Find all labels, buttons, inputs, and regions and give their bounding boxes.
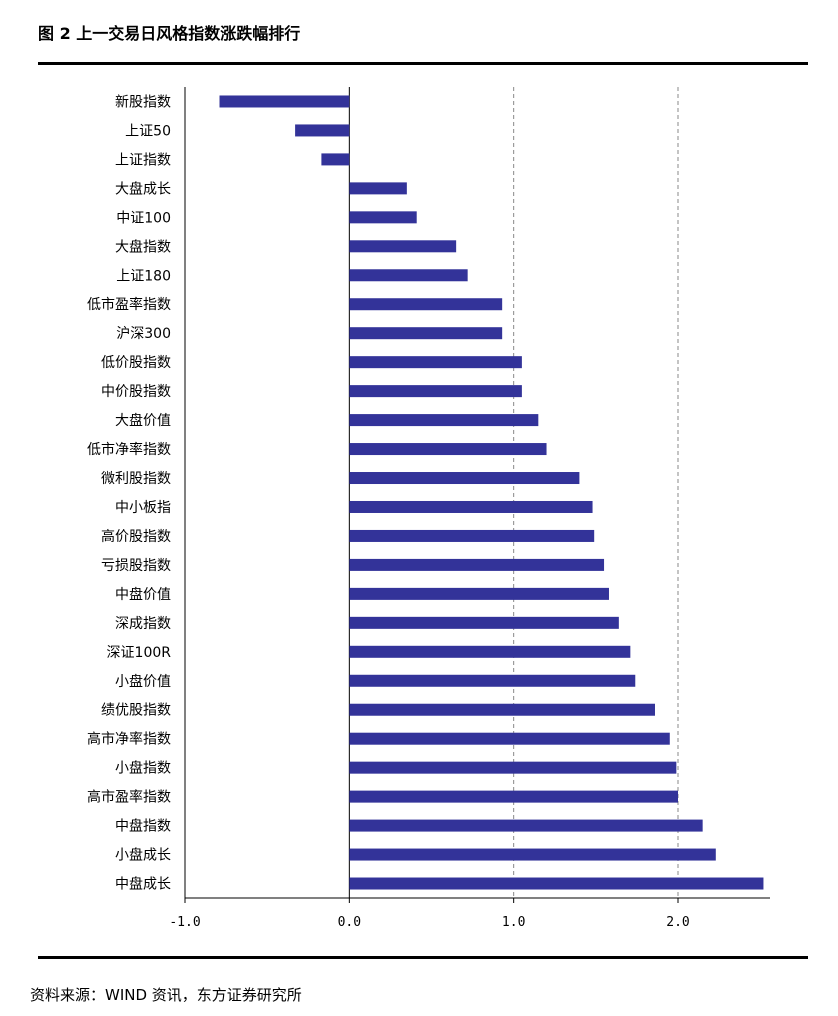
bar bbox=[349, 240, 457, 253]
category-label: 上证指数 bbox=[115, 152, 171, 168]
category-label: 中盘指数 bbox=[115, 818, 171, 835]
bar bbox=[295, 124, 350, 137]
bar bbox=[349, 558, 605, 571]
bar bbox=[349, 587, 609, 600]
bar bbox=[321, 153, 350, 166]
category-label: 低市盈率指数 bbox=[87, 296, 171, 313]
category-label: 高市净率指数 bbox=[87, 731, 171, 748]
category-label: 深成指数 bbox=[115, 616, 171, 632]
bar bbox=[349, 819, 703, 832]
category-label: 低市净率指数 bbox=[87, 441, 171, 458]
bar bbox=[349, 500, 593, 513]
bar bbox=[349, 877, 764, 890]
category-label: 大盘成长 bbox=[115, 180, 171, 197]
bar bbox=[349, 443, 547, 456]
bar bbox=[349, 645, 631, 658]
bars bbox=[219, 95, 764, 890]
bottom-rule bbox=[38, 956, 808, 959]
axes bbox=[184, 87, 770, 903]
bar bbox=[349, 269, 468, 282]
bar bbox=[349, 472, 580, 485]
figure-title: 图 2 上一交易日风格指数涨跌幅排行 bbox=[38, 24, 301, 43]
grid-lines bbox=[513, 87, 679, 898]
bar bbox=[349, 298, 503, 311]
bar bbox=[219, 95, 350, 108]
category-label: 亏损股指数 bbox=[101, 558, 171, 574]
bar bbox=[349, 674, 636, 687]
category-label: 高价股指数 bbox=[101, 528, 171, 545]
category-label: 中证100 bbox=[116, 210, 171, 226]
bar bbox=[349, 356, 522, 369]
category-label: 微利股指数 bbox=[101, 471, 171, 487]
category-label: 大盘指数 bbox=[115, 238, 171, 255]
bar bbox=[349, 385, 522, 398]
category-label: 上证50 bbox=[125, 123, 171, 139]
tick-labels: -1.0 0.0 1.0 2.0 bbox=[169, 915, 689, 930]
category-label: 中小板指 bbox=[115, 500, 171, 516]
bar bbox=[349, 414, 539, 427]
category-label: 中价股指数 bbox=[101, 384, 171, 400]
category-label: 沪深300 bbox=[116, 326, 171, 342]
bar bbox=[349, 761, 677, 774]
category-label: 上证180 bbox=[116, 268, 171, 284]
bar bbox=[349, 732, 670, 745]
bar bbox=[349, 848, 716, 861]
category-label: 中盘价值 bbox=[115, 586, 171, 603]
category-label: 小盘成长 bbox=[115, 847, 171, 864]
bar bbox=[349, 211, 417, 224]
x-tick-label: 2.0 bbox=[666, 915, 689, 930]
bar bbox=[349, 529, 595, 542]
bar bbox=[349, 182, 407, 195]
category-label: 小盘指数 bbox=[115, 760, 171, 777]
category-label: 深证100R bbox=[107, 645, 172, 661]
category-label: 新股指数 bbox=[115, 94, 171, 110]
bar bbox=[349, 327, 503, 340]
category-label: 中盘成长 bbox=[115, 876, 171, 893]
category-label: 低价股指数 bbox=[101, 355, 171, 371]
x-tick-label: 0.0 bbox=[338, 915, 361, 930]
bar bbox=[349, 703, 655, 716]
category-label: 高市盈率指数 bbox=[87, 789, 171, 806]
x-tick-label: -1.0 bbox=[169, 915, 200, 930]
top-rule bbox=[38, 62, 808, 65]
source-note: 资料来源：WIND 资讯，东方证券研究所 bbox=[30, 986, 302, 1004]
x-tick-label: 1.0 bbox=[502, 915, 525, 930]
category-label: 大盘价值 bbox=[115, 412, 171, 429]
bar bbox=[349, 790, 678, 803]
category-label: 小盘价值 bbox=[115, 673, 171, 690]
category-label: 绩优股指数 bbox=[101, 703, 171, 719]
bar bbox=[349, 616, 619, 629]
